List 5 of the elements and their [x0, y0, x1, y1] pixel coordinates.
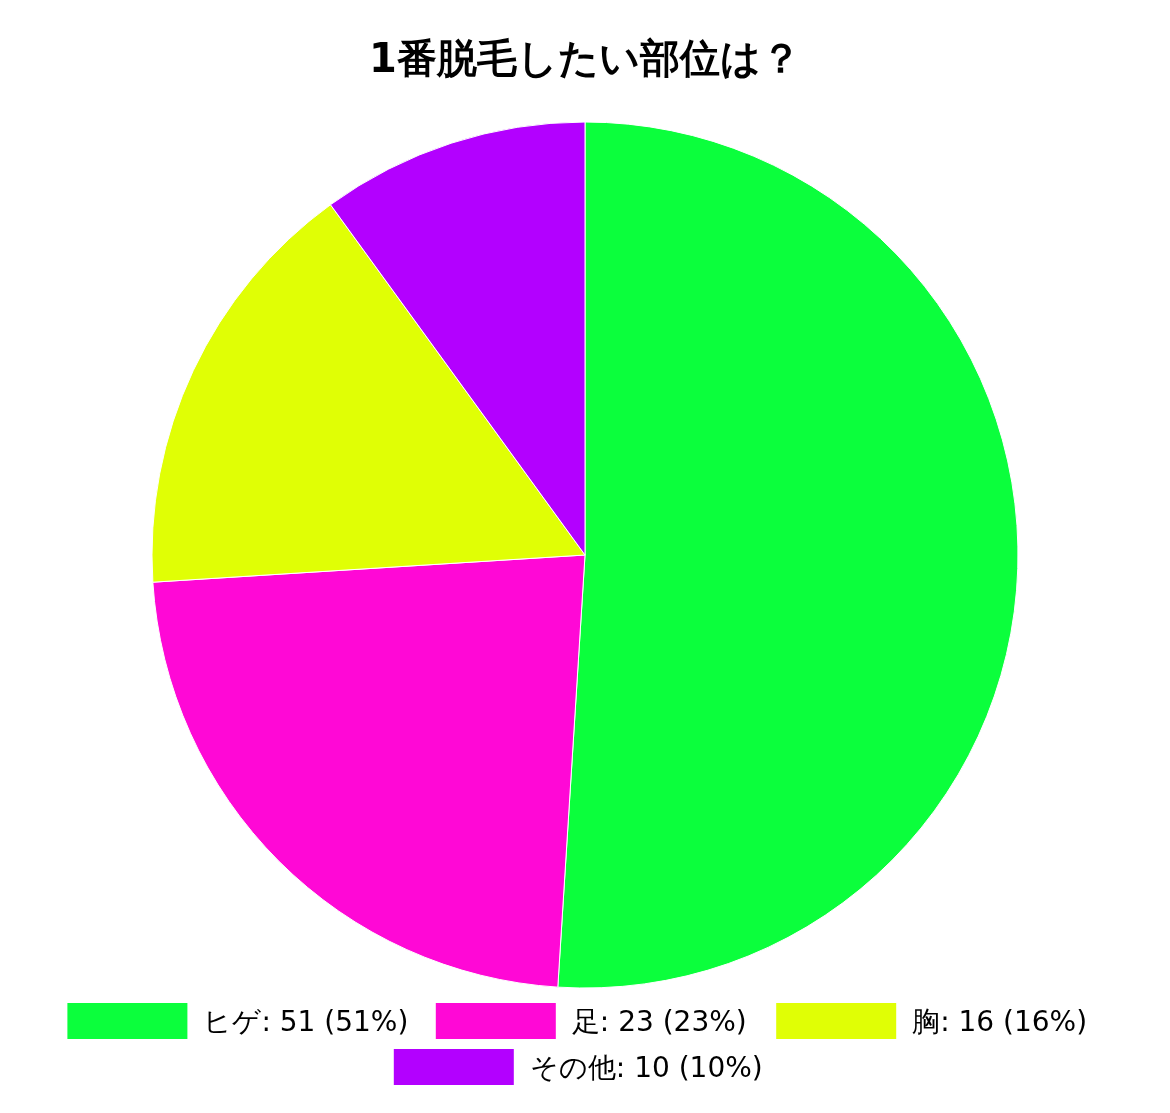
legend-label: その他: 10 (10%) — [529, 1050, 763, 1084]
legend-label: 足: 23 (23%) — [571, 1004, 747, 1038]
legend-label: 胸: 16 (16%) — [912, 1004, 1088, 1038]
chart-title: 1番脱毛したい部位は？ — [369, 35, 801, 81]
legend-label: ヒゲ: 51 (51%) — [203, 1004, 409, 1038]
